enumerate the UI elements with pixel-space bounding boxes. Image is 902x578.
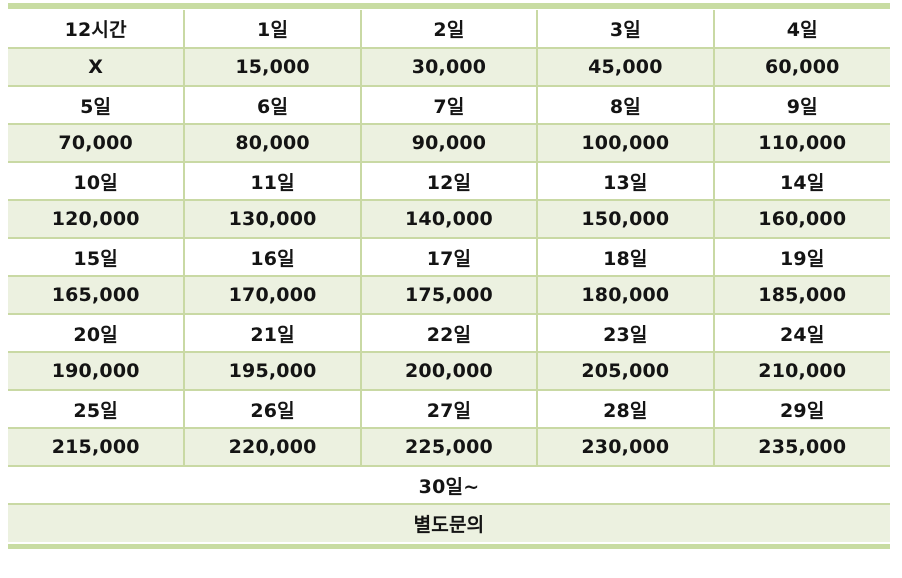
day-cell: 2일	[359, 10, 539, 49]
day-cell: 15일	[8, 237, 186, 277]
day-cell: 24일	[712, 313, 890, 353]
price-cell: 170,000	[183, 275, 362, 315]
day-cell: 12일	[359, 161, 539, 201]
footer-price-cell: 별도문의	[8, 503, 890, 542]
day-cell: 7일	[359, 85, 539, 125]
day-cell: 27일	[359, 389, 539, 429]
price-cell: 80,000	[183, 123, 362, 163]
day-row: 20일 21일 22일 23일 24일	[8, 313, 890, 353]
day-cell: 17일	[359, 237, 539, 277]
day-cell: 5일	[8, 85, 186, 125]
price-cell: 185,000	[712, 275, 890, 315]
price-row: 120,000 130,000 140,000 150,000 160,000	[8, 199, 890, 239]
day-cell: 29일	[712, 389, 890, 429]
price-cell: 150,000	[536, 199, 715, 239]
price-cell: 100,000	[536, 123, 715, 163]
table-bottom-border	[8, 544, 890, 549]
day-cell: 3일	[536, 10, 715, 49]
price-cell: 225,000	[359, 427, 539, 467]
price-cell: 30,000	[359, 47, 539, 87]
price-cell: 210,000	[712, 351, 890, 391]
day-cell: 8일	[536, 85, 715, 125]
price-cell: 215,000	[8, 427, 186, 467]
day-cell: 1일	[183, 10, 362, 49]
price-cell: 15,000	[183, 47, 362, 87]
day-cell: 26일	[183, 389, 362, 429]
duration-header-cell: 12시간	[8, 10, 186, 49]
day-cell: 28일	[536, 389, 715, 429]
day-cell: 6일	[183, 85, 362, 125]
day-cell: 16일	[183, 237, 362, 277]
price-cell: 195,000	[183, 351, 362, 391]
day-row: 10일 11일 12일 13일 14일	[8, 161, 890, 201]
day-cell: 22일	[359, 313, 539, 353]
day-cell: 18일	[536, 237, 715, 277]
price-cell: 60,000	[712, 47, 890, 87]
price-cell: 140,000	[359, 199, 539, 239]
price-cell: 90,000	[359, 123, 539, 163]
day-cell: 25일	[8, 389, 186, 429]
price-row: 190,000 195,000 200,000 205,000 210,000	[8, 351, 890, 391]
price-cell: 110,000	[712, 123, 890, 163]
day-row: 25일 26일 27일 28일 29일	[8, 389, 890, 429]
table-top-border	[8, 3, 890, 9]
price-cell: 230,000	[536, 427, 715, 467]
day-cell: 10일	[8, 161, 186, 201]
price-cell: 120,000	[8, 199, 186, 239]
footer-price-row: 별도문의	[8, 503, 890, 542]
day-cell: 19일	[712, 237, 890, 277]
price-cell: X	[8, 47, 186, 87]
price-cell: 220,000	[183, 427, 362, 467]
rental-pricing-table: 12시간 1일 2일 3일 4일 X 15,000 30,000 45,000 …	[8, 10, 890, 542]
footer-day-row: 30일~	[8, 465, 890, 505]
price-cell: 160,000	[712, 199, 890, 239]
price-row: 165,000 170,000 175,000 180,000 185,000	[8, 275, 890, 315]
price-cell: 165,000	[8, 275, 186, 315]
price-cell: 200,000	[359, 351, 539, 391]
day-cell: 13일	[536, 161, 715, 201]
price-cell: 70,000	[8, 123, 186, 163]
price-cell: 45,000	[536, 47, 715, 87]
day-cell: 23일	[536, 313, 715, 353]
day-cell: 14일	[712, 161, 890, 201]
price-cell: 130,000	[183, 199, 362, 239]
day-cell: 9일	[712, 85, 890, 125]
price-row: 215,000 220,000 225,000 230,000 235,000	[8, 427, 890, 467]
price-cell: 190,000	[8, 351, 186, 391]
price-row: X 15,000 30,000 45,000 60,000	[8, 47, 890, 87]
price-cell: 205,000	[536, 351, 715, 391]
price-cell: 180,000	[536, 275, 715, 315]
price-cell: 235,000	[712, 427, 890, 467]
day-row: 15일 16일 17일 18일 19일	[8, 237, 890, 277]
footer-day-cell: 30일~	[8, 465, 890, 505]
day-cell: 4일	[712, 10, 890, 49]
price-cell: 175,000	[359, 275, 539, 315]
day-row: 12시간 1일 2일 3일 4일	[8, 10, 890, 49]
day-cell: 20일	[8, 313, 186, 353]
day-cell: 21일	[183, 313, 362, 353]
price-row: 70,000 80,000 90,000 100,000 110,000	[8, 123, 890, 163]
day-cell: 11일	[183, 161, 362, 201]
day-row: 5일 6일 7일 8일 9일	[8, 85, 890, 125]
